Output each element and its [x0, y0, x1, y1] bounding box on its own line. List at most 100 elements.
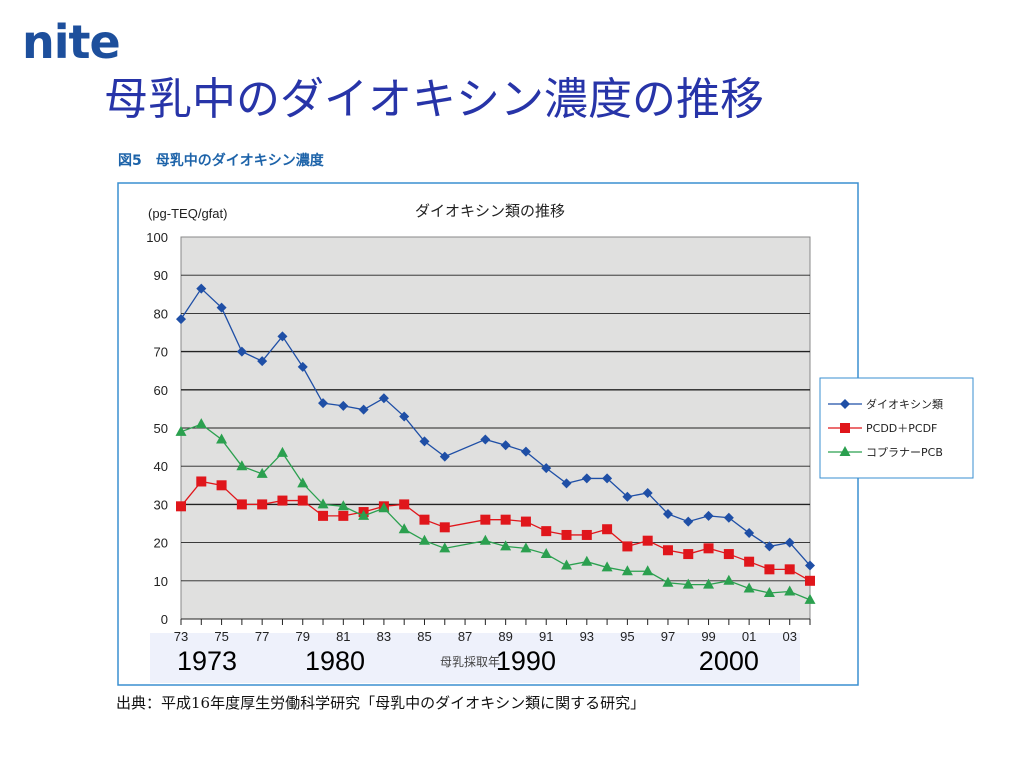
data-point — [175, 425, 187, 436]
data-point — [561, 529, 572, 540]
data-point — [196, 476, 207, 487]
data-point — [541, 463, 552, 474]
data-point — [784, 585, 796, 596]
data-point — [358, 509, 370, 520]
data-point — [236, 499, 247, 510]
data-point — [581, 529, 592, 540]
slide-title: 母乳中のダイオキシン濃度の推移 — [104, 74, 764, 125]
data-point — [723, 574, 735, 585]
y-tick-label: 10 — [154, 574, 168, 589]
x-tick-label: 91 — [539, 629, 553, 644]
y-tick-label: 70 — [154, 345, 168, 360]
y-tick-label: 30 — [154, 497, 168, 512]
data-point — [622, 491, 633, 502]
data-point — [541, 526, 552, 537]
decade-label: 1990 — [496, 646, 556, 676]
legend-label: コプラナーPCB — [866, 446, 943, 459]
data-point — [763, 587, 775, 598]
data-point — [256, 467, 268, 478]
y-tick-label: 80 — [154, 306, 168, 321]
data-point — [500, 514, 511, 525]
legend-label: ダイオキシン類 — [866, 397, 943, 411]
x-tick-label: 77 — [255, 629, 269, 644]
data-point — [297, 477, 309, 488]
x-axis-label-band — [150, 633, 800, 683]
data-point — [276, 446, 288, 457]
data-point — [744, 528, 755, 539]
data-point — [399, 499, 410, 510]
data-point — [662, 545, 673, 556]
data-point — [642, 535, 653, 546]
x-axis-label: 母乳採取年 — [440, 655, 500, 669]
data-point — [337, 500, 349, 511]
data-point — [257, 499, 268, 510]
data-point — [744, 556, 755, 567]
data-point — [601, 561, 613, 572]
data-point — [764, 541, 775, 552]
data-point — [378, 502, 390, 513]
nite-logo: nite — [22, 15, 121, 69]
legend-item: ダイオキシン類 — [828, 397, 943, 411]
x-tick-label: 93 — [580, 629, 594, 644]
data-point — [540, 548, 552, 559]
series-triangle — [175, 418, 816, 604]
x-tick-label: 81 — [336, 629, 350, 644]
data-point — [683, 516, 694, 527]
data-point — [236, 460, 248, 471]
data-point — [622, 541, 633, 552]
x-tick-label: 99 — [701, 629, 715, 644]
y-axis-label: (pg-TEQ/gfat) — [148, 206, 227, 221]
data-point — [338, 400, 349, 411]
x-tick-label: 89 — [498, 629, 512, 644]
source-note: 出典：平成16年度厚生労働科学研究「母乳中のダイオキシン類に関する研究」 — [116, 694, 646, 712]
data-point — [216, 302, 227, 313]
data-point — [479, 534, 491, 545]
series-diamond — [176, 283, 815, 571]
data-point — [378, 393, 389, 404]
data-point — [581, 473, 592, 484]
data-point — [358, 404, 369, 415]
y-tick-labels: 0 10 20 30 40 50 60 70 80 90 100 — [146, 230, 168, 627]
legend-item: コプラナーPCB — [828, 446, 943, 459]
data-point — [520, 516, 531, 527]
x-tick-label: 01 — [742, 629, 756, 644]
x-tick-label: 95 — [620, 629, 634, 644]
decade-label: 1980 — [305, 646, 365, 676]
data-point — [642, 565, 654, 576]
decade-labels: 1973 1980 1990 2000 — [177, 646, 759, 676]
data-point — [439, 522, 450, 533]
data-point — [840, 423, 850, 433]
data-point — [195, 418, 207, 429]
data-point — [561, 559, 573, 570]
data-point — [520, 446, 531, 457]
data-point — [338, 510, 349, 521]
x-tick-label: 03 — [782, 629, 796, 644]
chart-title: ダイオキシン類の推移 — [415, 202, 565, 220]
data-point — [723, 549, 734, 560]
data-point — [703, 510, 714, 521]
data-point — [418, 534, 430, 545]
y-tick-label: 50 — [154, 421, 168, 436]
legend-label: PCDD＋PCDF — [866, 422, 937, 435]
figure-caption: 図5 母乳中のダイオキシン濃度 — [118, 153, 324, 169]
data-point — [500, 540, 512, 551]
series-square — [176, 476, 815, 586]
data-point — [236, 346, 247, 357]
y-tick-label: 0 — [161, 612, 168, 627]
data-point — [277, 331, 288, 342]
data-point — [399, 411, 410, 422]
y-tick-label: 100 — [146, 230, 168, 245]
decade-label: 2000 — [699, 646, 759, 676]
x-tick-label: 85 — [417, 629, 431, 644]
data-point — [419, 436, 430, 447]
data-point — [277, 495, 288, 506]
data-point — [581, 555, 593, 566]
data-point — [703, 543, 714, 554]
data-point — [703, 578, 715, 589]
legend: ダイオキシン類 PCDD＋PCDF コプラナーPCB — [819, 377, 974, 479]
data-point — [439, 451, 450, 462]
data-point — [480, 434, 491, 445]
x-tick-label: 87 — [458, 629, 472, 644]
data-point — [176, 314, 186, 325]
